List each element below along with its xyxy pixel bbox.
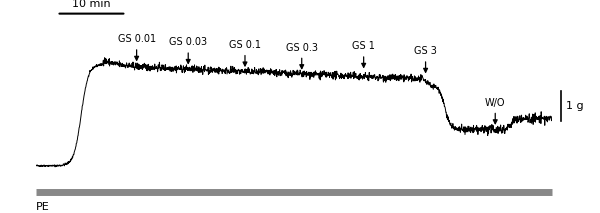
Text: 10 min: 10 min	[72, 0, 111, 9]
Text: 1 g: 1 g	[566, 101, 583, 111]
Text: GS 0.3: GS 0.3	[286, 43, 318, 69]
Text: GS 3: GS 3	[414, 46, 437, 72]
Text: GS 1: GS 1	[352, 41, 375, 67]
Text: GS 0.1: GS 0.1	[229, 40, 261, 66]
Text: GS 0.03: GS 0.03	[169, 37, 207, 63]
Text: W/O: W/O	[485, 98, 505, 124]
Text: PE: PE	[36, 202, 50, 212]
Text: GS 0.01: GS 0.01	[118, 34, 155, 60]
